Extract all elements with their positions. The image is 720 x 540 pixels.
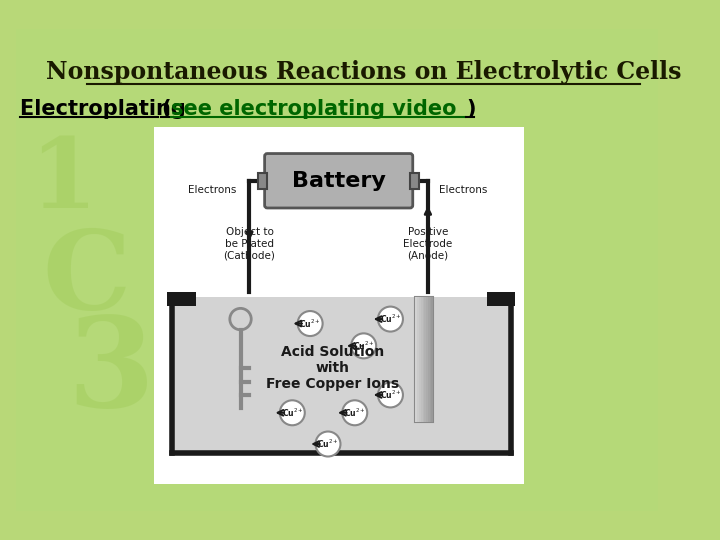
Bar <box>174 297 509 451</box>
Bar <box>415 297 433 422</box>
Bar <box>430 297 431 422</box>
Bar <box>410 173 419 189</box>
Text: C: C <box>42 225 131 333</box>
Text: Cu$^{2+}$: Cu$^{2+}$ <box>318 438 338 450</box>
Text: Electrons: Electrons <box>439 185 488 195</box>
Circle shape <box>378 307 403 332</box>
Text: Electrons: Electrons <box>188 185 236 195</box>
Bar <box>423 297 424 422</box>
Text: 1: 1 <box>29 134 96 228</box>
Bar <box>167 292 196 306</box>
Circle shape <box>315 431 341 456</box>
Circle shape <box>342 400 367 426</box>
Text: Acid Solution
with
Free Copper Ions: Acid Solution with Free Copper Ions <box>266 345 399 392</box>
Bar <box>428 297 430 422</box>
Text: Battery: Battery <box>292 171 386 191</box>
Bar <box>420 297 423 422</box>
Circle shape <box>378 382 403 407</box>
Bar <box>154 127 524 484</box>
Text: Cu$^{2+}$: Cu$^{2+}$ <box>300 318 321 330</box>
Bar <box>419 297 420 422</box>
Bar <box>431 297 433 422</box>
Text: Cu$^{2+}$: Cu$^{2+}$ <box>344 407 366 419</box>
Text: (: ( <box>161 99 171 119</box>
FancyBboxPatch shape <box>265 153 413 208</box>
Text: see electroplating video: see electroplating video <box>171 99 456 119</box>
Text: Electroplating: Electroplating <box>20 99 193 119</box>
Text: Cu$^{2+}$: Cu$^{2+}$ <box>353 340 374 352</box>
Circle shape <box>297 311 323 336</box>
Text: ): ) <box>467 99 476 119</box>
Bar <box>487 292 516 306</box>
Bar <box>417 297 419 422</box>
Circle shape <box>280 400 305 426</box>
Text: Cu$^{2+}$: Cu$^{2+}$ <box>282 407 303 419</box>
Text: 3: 3 <box>68 312 154 433</box>
Circle shape <box>351 333 376 359</box>
Bar <box>424 297 426 422</box>
Text: Object to
be Plated
(Cathode): Object to be Plated (Cathode) <box>223 227 275 260</box>
Bar <box>426 297 428 422</box>
Bar <box>415 297 417 422</box>
Text: Nonspontaneous Reactions on Electrolytic Cells: Nonspontaneous Reactions on Electrolytic… <box>46 60 681 84</box>
Text: Positive
Electrode
(Anode): Positive Electrode (Anode) <box>403 227 453 260</box>
Text: Cu$^{2+}$: Cu$^{2+}$ <box>379 313 401 325</box>
Bar <box>258 173 267 189</box>
Text: Cu$^{2+}$: Cu$^{2+}$ <box>379 389 401 401</box>
